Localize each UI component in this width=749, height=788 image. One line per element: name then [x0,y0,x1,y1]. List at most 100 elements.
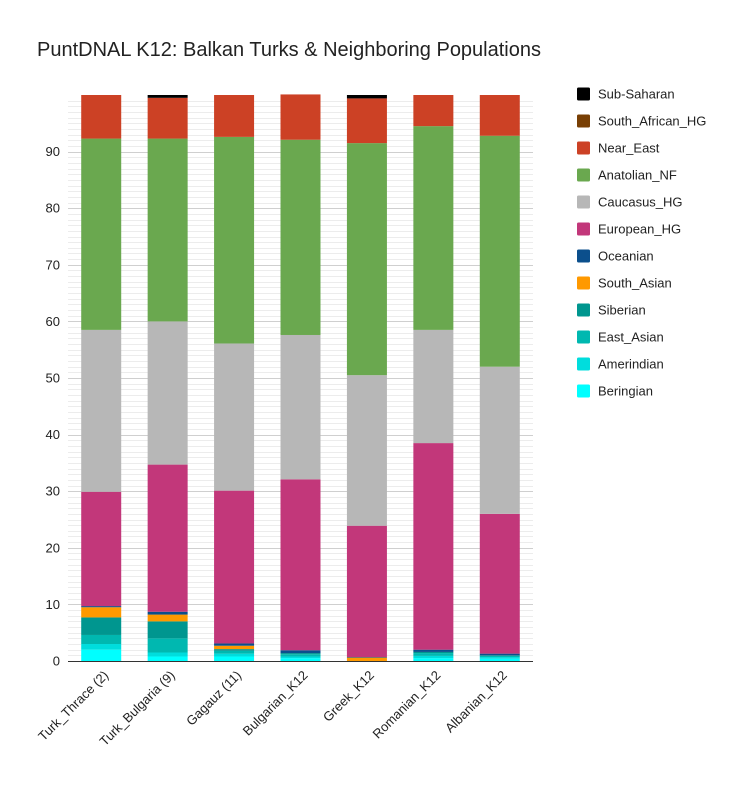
legend: Sub-Saharan South_African_HG Near_East Anat… [577,87,706,399]
bar-segment [214,343,255,491]
bar-segment [147,656,188,661]
bar-segment [346,657,387,658]
y-tick-label: 10 [46,597,60,612]
legend-item: South_African_HG [577,114,706,129]
legend-label: European_HG [598,222,681,237]
legend-swatch [577,195,590,209]
bar-segment [81,649,122,661]
y-tick-label: 90 [46,144,60,159]
bar-segment [479,95,520,136]
bar-segment [346,525,387,658]
bar-segment [81,138,122,330]
y-tick-label: 80 [46,201,60,216]
bar-segment [413,126,454,330]
legend-label: Sub-Saharan [598,87,675,102]
legend-swatch [577,303,590,317]
x-tick-label: Greek_K12 [320,668,377,725]
x-tick-label: Bulgarian_K12 [240,668,311,739]
bar-segment [214,645,255,650]
bar-segment [214,649,255,651]
bar-segment [479,135,520,367]
bar-segment [346,143,387,376]
legend-label: Near_East [598,141,660,156]
bar-segment [479,366,520,514]
bar-segment [479,513,520,654]
bar-stack [214,95,255,661]
y-tick-label: 20 [46,540,60,555]
bar-stack [413,95,454,661]
bar-segment [280,650,321,654]
legend-item: Oceanian [577,249,654,264]
legend-label: Anatolian_NF [598,168,677,183]
legend-swatch [577,87,590,101]
bar-segment [81,607,122,618]
bar-segment [280,94,321,140]
bars-group [81,94,520,661]
legend-item: Near_East [577,141,660,156]
bar-segment [280,334,321,480]
bar-segment [147,621,188,639]
y-tick-label: 70 [46,257,60,272]
bar-segment [81,491,122,607]
bar-segment [147,321,188,465]
bar-segment [147,611,188,615]
bar-segment [413,649,454,652]
bar-segment [280,658,321,661]
legend-item: Sub-Saharan [577,87,675,102]
x-tick-label: Romanian_K12 [369,668,443,742]
bar-segment [214,136,255,344]
legend-label: Beringian [598,384,653,399]
legend-swatch [577,276,590,290]
bar-stack [346,95,387,661]
bar-segment [147,464,188,612]
bar-segment [280,139,321,335]
bar-segment [147,652,188,657]
legend-label: Siberian [598,303,646,318]
bar-segment [280,479,321,651]
bar-segment [413,658,454,661]
bar-segment [81,329,122,492]
bar-segment [346,375,387,526]
legend-item: Siberian [577,303,646,318]
legend-label: South_African_HG [598,114,706,129]
y-tick-label: 50 [46,371,60,386]
legend-item: European_HG [577,222,681,237]
bar-segment [81,606,122,608]
x-tick-label: Turk_Thrace (2) [35,668,111,744]
bar-segment [346,657,387,661]
legend-item: Beringian [577,384,653,399]
bar-segment [479,657,520,659]
bar-segment [413,443,454,650]
x-tick-label: Gagauz (11) [183,668,244,729]
bar-segment [479,655,520,656]
legend-item: South_Asian [577,276,672,291]
bar-segment [81,617,122,635]
bar-segment [214,650,255,654]
legend-swatch [577,384,590,398]
legend-swatch [577,330,590,344]
bar-segment [346,95,387,99]
bar-segment [214,656,255,661]
bar-segment [479,658,520,661]
y-tick-label: 40 [46,427,60,442]
bar-segment [280,656,321,659]
bar-segment [413,329,454,444]
bar-segment [147,614,188,622]
bar-segment [413,653,454,656]
legend-swatch [577,114,590,128]
legend-item: East_Asian [577,330,664,345]
y-tick-label: 0 [53,654,60,669]
bar-segment [280,654,321,657]
y-axis-ticks: 0 10 20 30 40 50 60 70 80 90 [46,144,60,668]
bar-segment [147,138,188,322]
bar-segment [147,638,188,653]
legend-item: Caucasus_HG [577,195,683,210]
legend-label: Amerindian [598,357,664,372]
legend-item: Amerindian [577,357,664,372]
legend-label: East_Asian [598,330,664,345]
legend-swatch [577,168,590,182]
legend-label: South_Asian [598,276,672,291]
bar-segment [214,643,255,646]
bar-segment [413,655,454,659]
